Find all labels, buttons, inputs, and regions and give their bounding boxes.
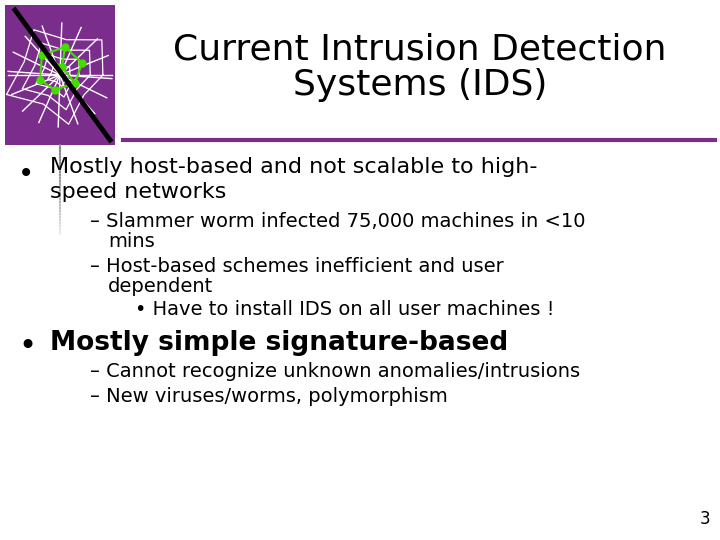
Text: – New viruses/worms, polymorphism: – New viruses/worms, polymorphism — [90, 387, 448, 406]
Text: Systems (IDS): Systems (IDS) — [293, 68, 547, 102]
Text: Mostly host-based and not scalable to high-: Mostly host-based and not scalable to hi… — [50, 157, 538, 177]
Text: • Have to install IDS on all user machines !: • Have to install IDS on all user machin… — [135, 300, 554, 319]
Text: speed networks: speed networks — [50, 182, 226, 202]
Text: mins: mins — [108, 232, 155, 251]
Text: 3: 3 — [699, 510, 710, 528]
Text: •: • — [18, 160, 35, 188]
Text: •: • — [18, 332, 36, 361]
Text: – Slammer worm infected 75,000 machines in <10: – Slammer worm infected 75,000 machines … — [90, 212, 585, 231]
FancyBboxPatch shape — [5, 5, 115, 145]
Text: Mostly simple signature-based: Mostly simple signature-based — [50, 330, 508, 356]
Text: – Host-based schemes inefficient and user: – Host-based schemes inefficient and use… — [90, 257, 504, 276]
Text: dependent: dependent — [108, 277, 213, 296]
Text: – Cannot recognize unknown anomalies/intrusions: – Cannot recognize unknown anomalies/int… — [90, 362, 580, 381]
Text: Current Intrusion Detection: Current Intrusion Detection — [174, 33, 667, 67]
